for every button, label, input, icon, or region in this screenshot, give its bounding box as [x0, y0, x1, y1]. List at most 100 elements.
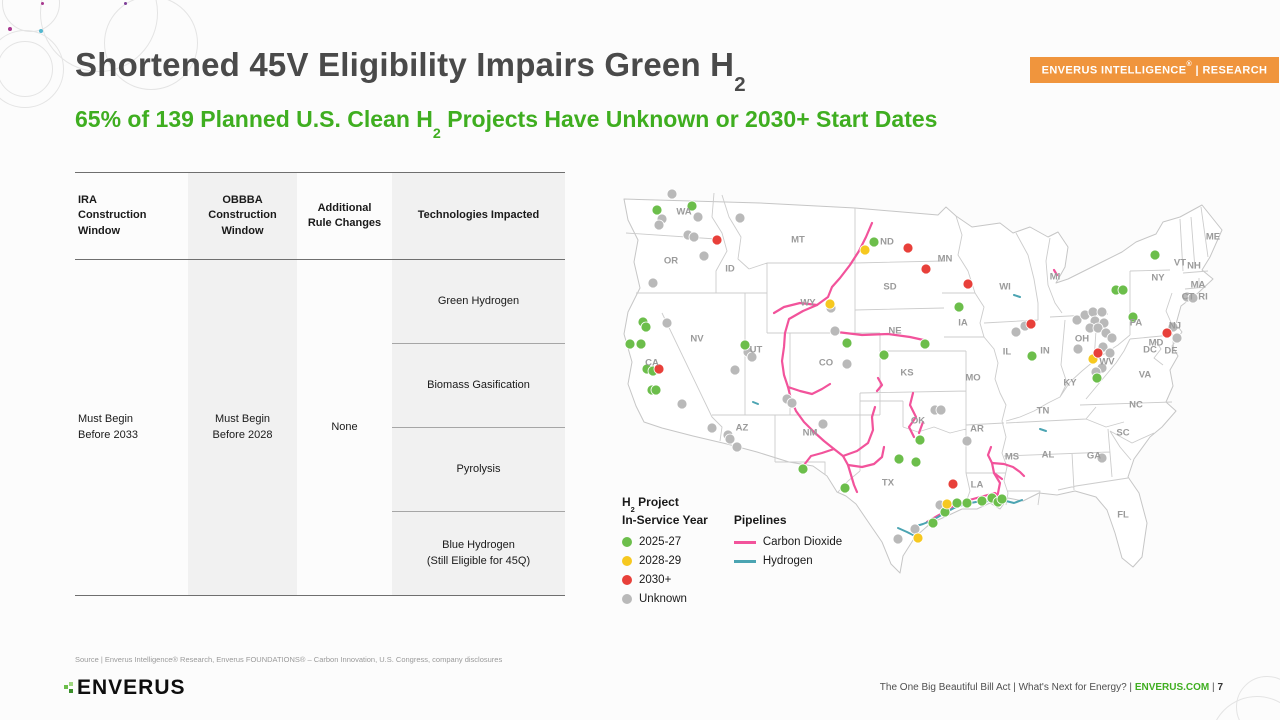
hydrogen-pipeline: [1039, 428, 1047, 432]
project-dot-Unknown: [1096, 452, 1108, 464]
project-dot-2030+: [1161, 327, 1173, 339]
project-dot-2030+: [920, 263, 932, 275]
project-dot-Unknown: [1071, 314, 1083, 326]
carbon-dioxide-pipeline: [846, 445, 886, 469]
project-dot-2025-27: [976, 495, 988, 507]
state-label-SC: SC: [1116, 428, 1129, 439]
green-dot-icon: [622, 537, 632, 547]
project-dot-2025-27: [841, 337, 853, 349]
legend-item-carbon-dioxide: Carbon Dioxide: [733, 536, 842, 548]
decorative-dot: [39, 29, 43, 33]
footer-text: The One Big Beautiful Bill Act | What's …: [879, 682, 1223, 693]
map-legend: H2 Project In-Service Year 2025-27 2028-…: [622, 493, 842, 605]
state-label-MO: MO: [965, 373, 980, 384]
project-dot-2025-27: [914, 434, 926, 446]
state-label-NV: NV: [690, 334, 704, 345]
carbon-dioxide-pipeline: [786, 382, 832, 396]
state-label-DE: DE: [1164, 346, 1177, 357]
table-header-rule-changes: Additional Rule Changes: [307, 201, 382, 229]
project-dot-2025-27: [953, 301, 965, 313]
enverus-logo-icon: [64, 677, 76, 699]
project-dot-2025-27: [1091, 372, 1103, 384]
project-dot-2030+: [653, 363, 665, 375]
project-dot-2025-27: [739, 339, 751, 351]
project-dot-2025-27: [951, 497, 963, 509]
project-dot-2028-29: [824, 298, 836, 310]
project-dot-2025-27: [650, 384, 662, 396]
decorative-dot: [41, 2, 44, 5]
project-dot-2025-27: [919, 338, 931, 350]
project-dot-2030+: [1025, 318, 1037, 330]
project-dot-2025-27: [839, 482, 851, 494]
carbon-dioxide-pipeline: [780, 221, 874, 494]
project-dot-2025-27: [996, 493, 1008, 505]
project-dot-2025-27: [651, 204, 663, 216]
carbon-dioxide-pipeline: [992, 471, 1004, 481]
state-label-OH: OH: [1075, 334, 1089, 345]
carbon-dioxide-pipeline: [835, 330, 930, 343]
state-label-LA: LA: [971, 480, 984, 491]
hydrogen-pipeline: [752, 401, 759, 405]
state-label-IN: IN: [1040, 346, 1050, 357]
page-number: 7: [1217, 682, 1223, 693]
project-dot-Unknown: [698, 250, 710, 262]
state-label-CT: CT: [1182, 292, 1195, 303]
project-dot-2028-29: [859, 244, 871, 256]
project-dot-2025-27: [868, 236, 880, 248]
decorative-dot: [124, 2, 127, 5]
legend-item-2028-29: 2028-29: [622, 555, 708, 567]
carbon-dioxide-pipeline: [841, 405, 877, 458]
project-dot-Unknown: [829, 325, 841, 337]
state-label-VA: VA: [1139, 370, 1152, 381]
enverus-site-link[interactable]: ENVERUS.COM: [1134, 682, 1210, 693]
project-dot-2025-27: [961, 497, 973, 509]
decorative-dot: [8, 27, 12, 31]
project-dot-2025-27: [910, 456, 922, 468]
project-dot-2025-27: [797, 463, 809, 475]
state-label-OK: OK: [911, 416, 925, 427]
state-label-WV: WV: [1099, 357, 1115, 368]
project-dot-Unknown: [666, 188, 678, 200]
carbon-dioxide-pipeline: [875, 376, 884, 393]
state-label-MN: MN: [938, 254, 953, 265]
project-dot-2025-27: [1149, 249, 1161, 261]
project-dot-Unknown: [1092, 322, 1104, 334]
state-label-MD: MD: [1149, 338, 1164, 349]
brand-badge: ENVERUS INTELLIGENCE® | RESEARCH: [1030, 57, 1279, 83]
state-label-MS: MS: [1005, 452, 1019, 463]
carbon-dioxide-pipeline: [1052, 268, 1059, 277]
state-label-VT: VT: [1174, 258, 1186, 269]
project-dot-Unknown: [688, 231, 700, 243]
state-label-NJ: NJ: [1169, 321, 1181, 332]
legend-item-unknown: Unknown: [622, 593, 708, 605]
page-subtitle: 65% of 139 Planned U.S. Clean H2 Project…: [75, 106, 938, 142]
project-dot-2025-27: [1117, 284, 1129, 296]
technology-item: Biomass Gasification: [392, 343, 565, 427]
state-label-CO: CO: [819, 358, 833, 369]
project-dot-2028-29: [941, 498, 953, 510]
project-dot-Unknown: [661, 317, 673, 329]
teal-line-icon: [733, 559, 756, 563]
us-outline: [623, 198, 1223, 574]
table-header-row: IRA Construction Window OBBBA Constructi…: [75, 173, 565, 260]
state-label-NE: NE: [888, 326, 901, 337]
project-dot-Unknown: [676, 398, 688, 410]
legend-item-2025-27: 2025-27: [622, 536, 708, 548]
state-label-KY: KY: [1063, 378, 1077, 389]
state-label-IL: IL: [1003, 347, 1012, 358]
eligibility-table: IRA Construction Window OBBBA Constructi…: [75, 172, 565, 596]
cell-rule-changes: None: [331, 420, 358, 433]
project-dot-Unknown: [1010, 326, 1022, 338]
project-dot-Unknown: [786, 397, 798, 409]
project-dot-Unknown: [746, 351, 758, 363]
project-dot-Unknown: [961, 435, 973, 447]
enverus-logo-text: ENVERUS: [77, 676, 186, 699]
enverus-logo: ENVERUS: [64, 676, 186, 700]
state-label-NC: NC: [1129, 400, 1143, 411]
legend-pipelines-title: Pipelines: [733, 513, 787, 527]
project-dot-2025-27: [635, 338, 647, 350]
state-label-TN: TN: [1037, 406, 1050, 417]
project-dot-Unknown: [909, 523, 921, 535]
project-dot-Unknown: [935, 404, 947, 416]
hydrogen-pipeline: [1013, 294, 1021, 298]
